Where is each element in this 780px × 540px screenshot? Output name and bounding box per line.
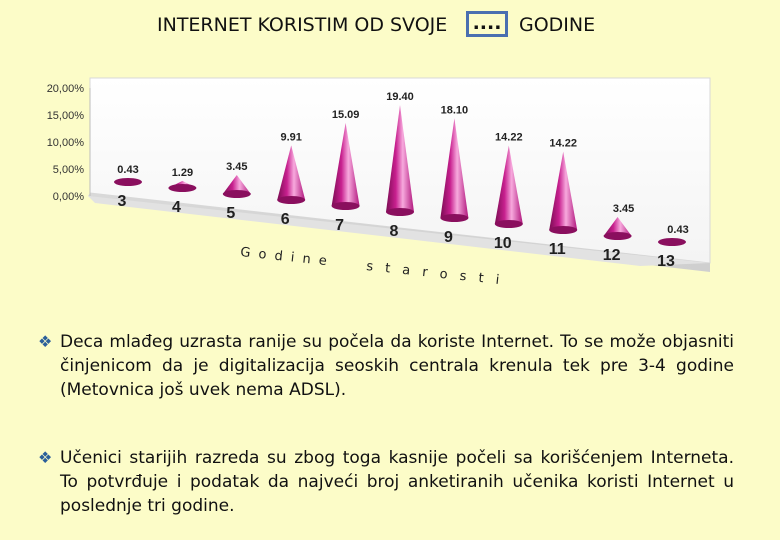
- title-text-after: GODINE: [519, 14, 596, 36]
- cone-6: [277, 145, 306, 204]
- value-label: 14.22: [495, 132, 523, 144]
- diamond-bullet-icon: ❖: [38, 332, 53, 351]
- y-tick-label: 10,00%: [47, 137, 85, 149]
- y-tick-label: 0,00%: [53, 191, 84, 203]
- value-label: 18.10: [441, 104, 469, 116]
- chart-floor-top: [88, 196, 710, 266]
- cone-chart: 0,00% 5,00% 10,00% 15,00% 20,00% 0.43 1.29 3.4…: [47, 77, 711, 288]
- cone-11: [549, 151, 578, 234]
- paragraph-1: ❖ Deca mlađeg uzrasta ranije su počela d…: [38, 330, 734, 402]
- cone-3: [114, 178, 142, 186]
- value-labels: 0.43 1.29 3.45 9.91 15.09 19.40 18.10 14.22 14.2…: [117, 91, 688, 236]
- y-tick-label: 15,00%: [47, 110, 85, 122]
- value-label: 14.22: [549, 138, 577, 150]
- value-label: 3.45: [226, 161, 247, 173]
- value-label: 9.91: [280, 131, 301, 143]
- cone-8: [386, 105, 414, 216]
- value-label: 19.40: [386, 91, 414, 103]
- x-tick-label: 3: [118, 193, 127, 210]
- cone-4: [168, 180, 197, 192]
- value-label: 3.45: [613, 203, 634, 215]
- cone-9: [440, 118, 469, 222]
- y-tick-label: 20,00%: [47, 83, 85, 95]
- y-tick-label: 5,00%: [53, 164, 84, 176]
- diamond-bullet-icon: ❖: [38, 448, 53, 467]
- x-axis-label-left: G o d i n e: [240, 245, 330, 269]
- x-tick-label: 10: [494, 235, 512, 252]
- y-axis: 0,00% 5,00% 10,00% 15,00% 20,00%: [47, 83, 91, 203]
- x-axis-label-right: s t a r o s t i: [366, 259, 504, 288]
- cone-5: [222, 174, 251, 198]
- x-axis-labels: G o d i n es t a r o s t i: [240, 245, 504, 288]
- value-label: 0.43: [117, 164, 138, 176]
- x-tick-label: 11: [549, 241, 566, 258]
- x-tick-label: 7: [335, 217, 344, 234]
- cone-10: [494, 145, 523, 228]
- title-blank-box: ....: [466, 11, 508, 37]
- cone-7: [331, 122, 360, 210]
- title-text-before: INTERNET KORISTIM OD SVOJE: [157, 14, 448, 36]
- x-tick-label: 13: [657, 253, 675, 270]
- cone-12: [603, 216, 632, 240]
- x-tick-label: 5: [226, 205, 235, 222]
- paragraph-2-text: Učenici starijih razreda su zbog toga ka…: [60, 448, 734, 516]
- paragraph-2: ❖ Učenici starijih razreda su zbog toga …: [38, 446, 734, 518]
- value-label: 0.43: [667, 224, 688, 236]
- x-tick-label: 12: [603, 247, 621, 264]
- x-tick-label: 9: [444, 229, 453, 246]
- value-label: 15.09: [332, 109, 360, 121]
- x-tick-label: 4: [172, 199, 181, 216]
- cone-13: [658, 238, 686, 246]
- paragraph-1-text: Deca mlađeg uzrasta ranije su počela da …: [60, 332, 734, 400]
- cone-series: [114, 105, 686, 246]
- x-tick-label: 6: [281, 211, 290, 228]
- x-tick-label: 8: [390, 223, 399, 240]
- x-tick-labels: 3 4 5 6 7 8 9 10 11 12 13: [118, 193, 675, 270]
- value-label: 1.29: [172, 167, 193, 179]
